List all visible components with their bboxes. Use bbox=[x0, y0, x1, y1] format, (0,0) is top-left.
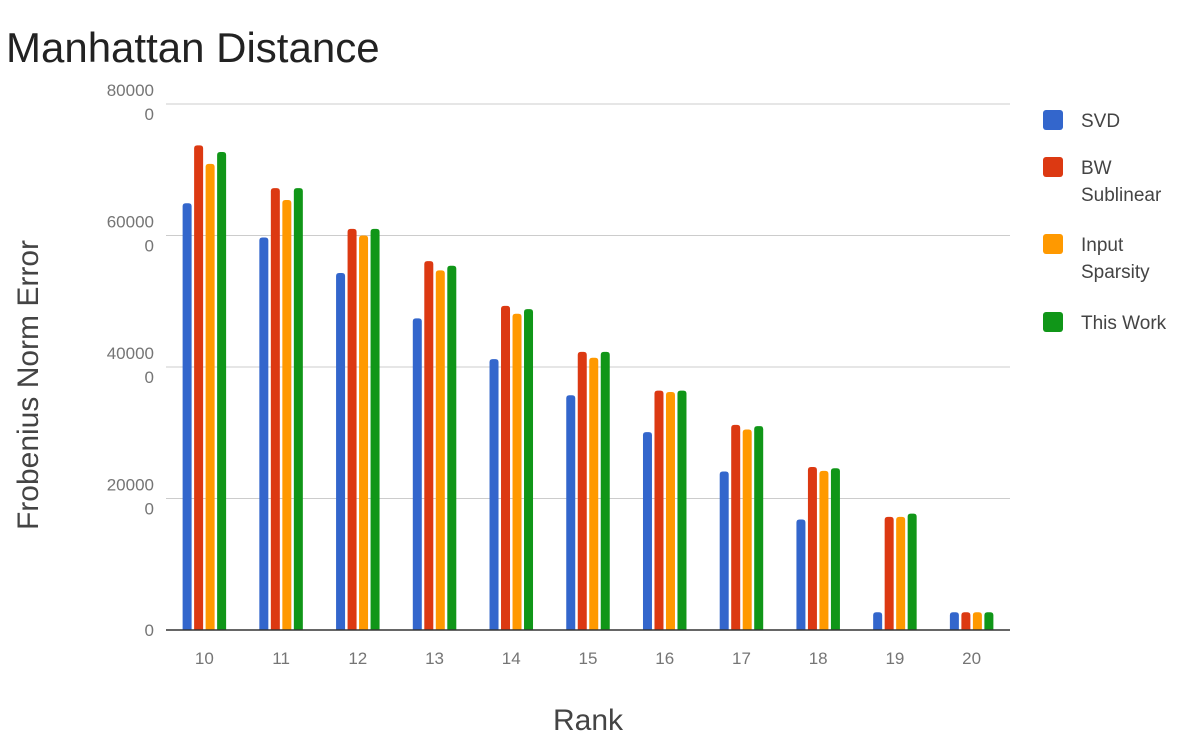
x-tick-label: 18 bbox=[809, 649, 828, 668]
y-axis-ticks: 0 20000 0 40000 0 60000 0 80000 0 bbox=[107, 81, 154, 640]
legend-label: Input bbox=[1081, 235, 1124, 256]
bar-input-sparsity-18 bbox=[819, 470, 829, 630]
y-tick-label: 0 bbox=[145, 368, 154, 387]
x-tick-label: 17 bbox=[732, 649, 751, 668]
legend-label: Sublinear bbox=[1081, 185, 1162, 206]
y-tick-label: 0 bbox=[145, 500, 154, 519]
bar-svd-10 bbox=[182, 203, 192, 630]
bar-this-work-11 bbox=[293, 188, 303, 630]
bar-input-sparsity-20 bbox=[972, 612, 982, 630]
x-axis-ticks: 10 11 12 13 14 15 16 17 18 19 20 bbox=[195, 649, 981, 668]
x-tick-label: 10 bbox=[195, 649, 214, 668]
bar-input-sparsity-12 bbox=[359, 235, 369, 630]
y-axis-title: Frobenius Norm Error bbox=[12, 240, 45, 530]
bar-this-work-15 bbox=[600, 351, 610, 630]
bar-bw-sublinear-11 bbox=[270, 188, 280, 630]
legend-label: BW bbox=[1081, 158, 1112, 179]
bar-bw-sublinear-12 bbox=[347, 228, 357, 631]
y-tick-label: 60000 bbox=[107, 213, 154, 232]
y-tick-label: 0 bbox=[145, 621, 154, 640]
bar-bw-sublinear-10 bbox=[194, 145, 204, 631]
legend-swatch bbox=[1043, 312, 1063, 332]
x-tick-label: 16 bbox=[655, 649, 674, 668]
x-tick-label: 13 bbox=[425, 649, 444, 668]
x-tick-label: 20 bbox=[962, 649, 981, 668]
bar-svd-20 bbox=[949, 612, 959, 630]
bar-svd-18 bbox=[796, 519, 806, 630]
x-tick-label: 19 bbox=[885, 649, 904, 668]
bar-bw-sublinear-16 bbox=[654, 390, 664, 630]
bar-svd-12 bbox=[336, 272, 346, 630]
y-tick-label: 0 bbox=[145, 105, 154, 124]
legend-swatch bbox=[1043, 157, 1063, 177]
legend-label: This Work bbox=[1081, 313, 1167, 334]
bar-bw-sublinear-13 bbox=[424, 261, 434, 630]
bar-bw-sublinear-14 bbox=[501, 305, 511, 630]
legend: SVD BW Sublinear Input Sparsity This Work bbox=[1043, 110, 1167, 334]
x-tick-label: 15 bbox=[579, 649, 598, 668]
bar-this-work-16 bbox=[677, 390, 687, 630]
bar-this-work-13 bbox=[447, 265, 457, 630]
bar-input-sparsity-14 bbox=[512, 313, 522, 630]
legend-swatch bbox=[1043, 234, 1063, 254]
legend-swatch bbox=[1043, 110, 1063, 130]
bar-bw-sublinear-18 bbox=[807, 466, 817, 630]
x-tick-label: 11 bbox=[272, 649, 290, 668]
x-tick-label: 14 bbox=[502, 649, 521, 668]
bar-svd-17 bbox=[719, 471, 729, 630]
bar-this-work-10 bbox=[217, 151, 227, 630]
bar-this-work-17 bbox=[754, 426, 764, 630]
bar-this-work-20 bbox=[984, 612, 994, 630]
y-tick-label: 80000 bbox=[107, 81, 154, 100]
legend-label: SVD bbox=[1081, 111, 1120, 132]
y-tick-label: 40000 bbox=[107, 344, 154, 363]
bar-bw-sublinear-17 bbox=[731, 424, 741, 630]
y-tick-label: 20000 bbox=[107, 476, 154, 495]
bar-this-work-18 bbox=[830, 468, 840, 630]
bar-bw-sublinear-20 bbox=[961, 612, 971, 630]
bars bbox=[182, 145, 994, 631]
bar-svd-14 bbox=[489, 359, 499, 630]
bar-input-sparsity-11 bbox=[282, 199, 292, 630]
bar-input-sparsity-17 bbox=[742, 429, 752, 630]
bar-svd-19 bbox=[873, 612, 883, 630]
legend-label: Sparsity bbox=[1081, 262, 1150, 283]
bar-bw-sublinear-15 bbox=[577, 351, 587, 630]
bar-svd-11 bbox=[259, 237, 269, 630]
x-tick-label: 12 bbox=[348, 649, 367, 668]
y-tick-label: 0 bbox=[145, 237, 154, 256]
bar-this-work-19 bbox=[907, 513, 917, 630]
bar-svd-16 bbox=[642, 432, 652, 630]
chart-title: Manhattan Distance bbox=[6, 24, 380, 71]
x-axis-title: Rank bbox=[553, 704, 624, 737]
bar-bw-sublinear-19 bbox=[884, 516, 894, 630]
bar-this-work-12 bbox=[370, 228, 380, 631]
bar-svd-15 bbox=[566, 395, 576, 630]
bar-input-sparsity-16 bbox=[665, 391, 675, 630]
bar-svd-13 bbox=[412, 318, 422, 630]
bar-input-sparsity-15 bbox=[589, 357, 599, 630]
gridlines bbox=[166, 103, 1010, 499]
bar-this-work-14 bbox=[524, 309, 534, 630]
bar-input-sparsity-13 bbox=[435, 270, 445, 630]
bar-input-sparsity-19 bbox=[896, 516, 906, 630]
bar-input-sparsity-10 bbox=[205, 163, 215, 630]
